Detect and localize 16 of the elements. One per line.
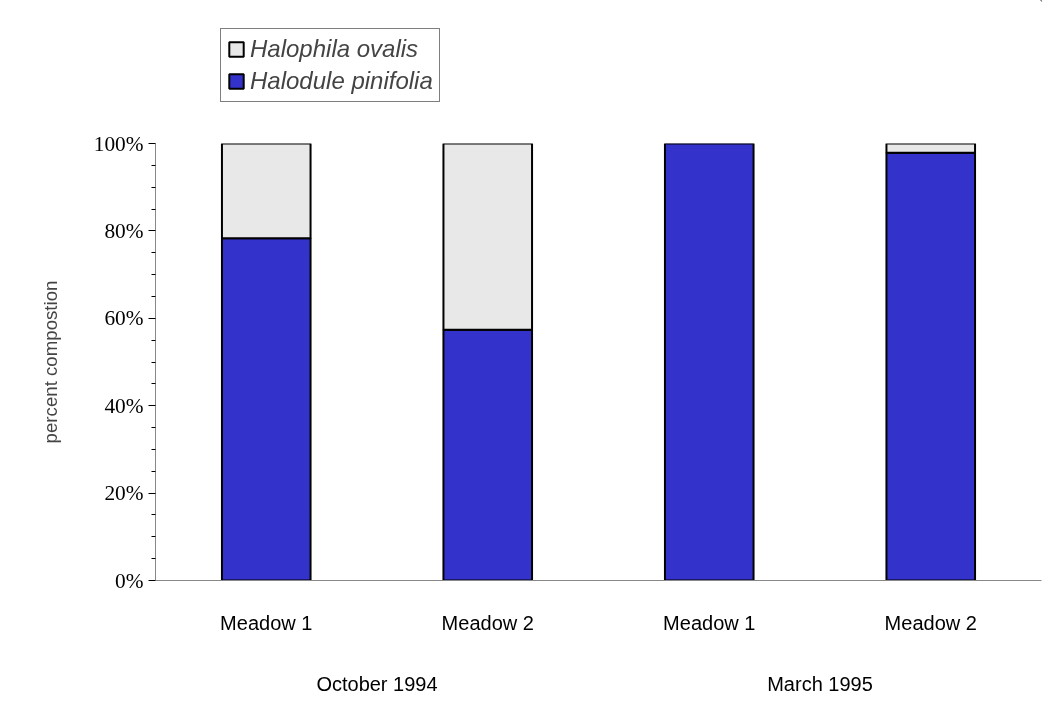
legend-label: Halodule pinifolia: [250, 67, 433, 95]
legend-label: Halophila ovalis: [250, 35, 419, 63]
x-tick-label: Meadow 1: [220, 611, 313, 634]
bar: [663, 143, 755, 581]
y-axis-title: percent compostion: [39, 280, 61, 444]
y-tick-label: 40%: [104, 393, 144, 418]
y-tick-label: 0%: [115, 568, 144, 593]
text: March 1995: [767, 672, 873, 695]
x-tick-label: Meadow 1: [663, 611, 756, 634]
y-tick-label: 80%: [104, 218, 144, 243]
x-tick-label: Meadow 2: [441, 611, 534, 634]
y-tick-label: 60%: [104, 306, 144, 331]
y-tick-label: 20%: [104, 481, 144, 506]
text: October 1994: [316, 672, 438, 695]
y-tick-label: 100%: [93, 131, 144, 156]
x-tick-label: Meadow 2: [884, 611, 977, 634]
